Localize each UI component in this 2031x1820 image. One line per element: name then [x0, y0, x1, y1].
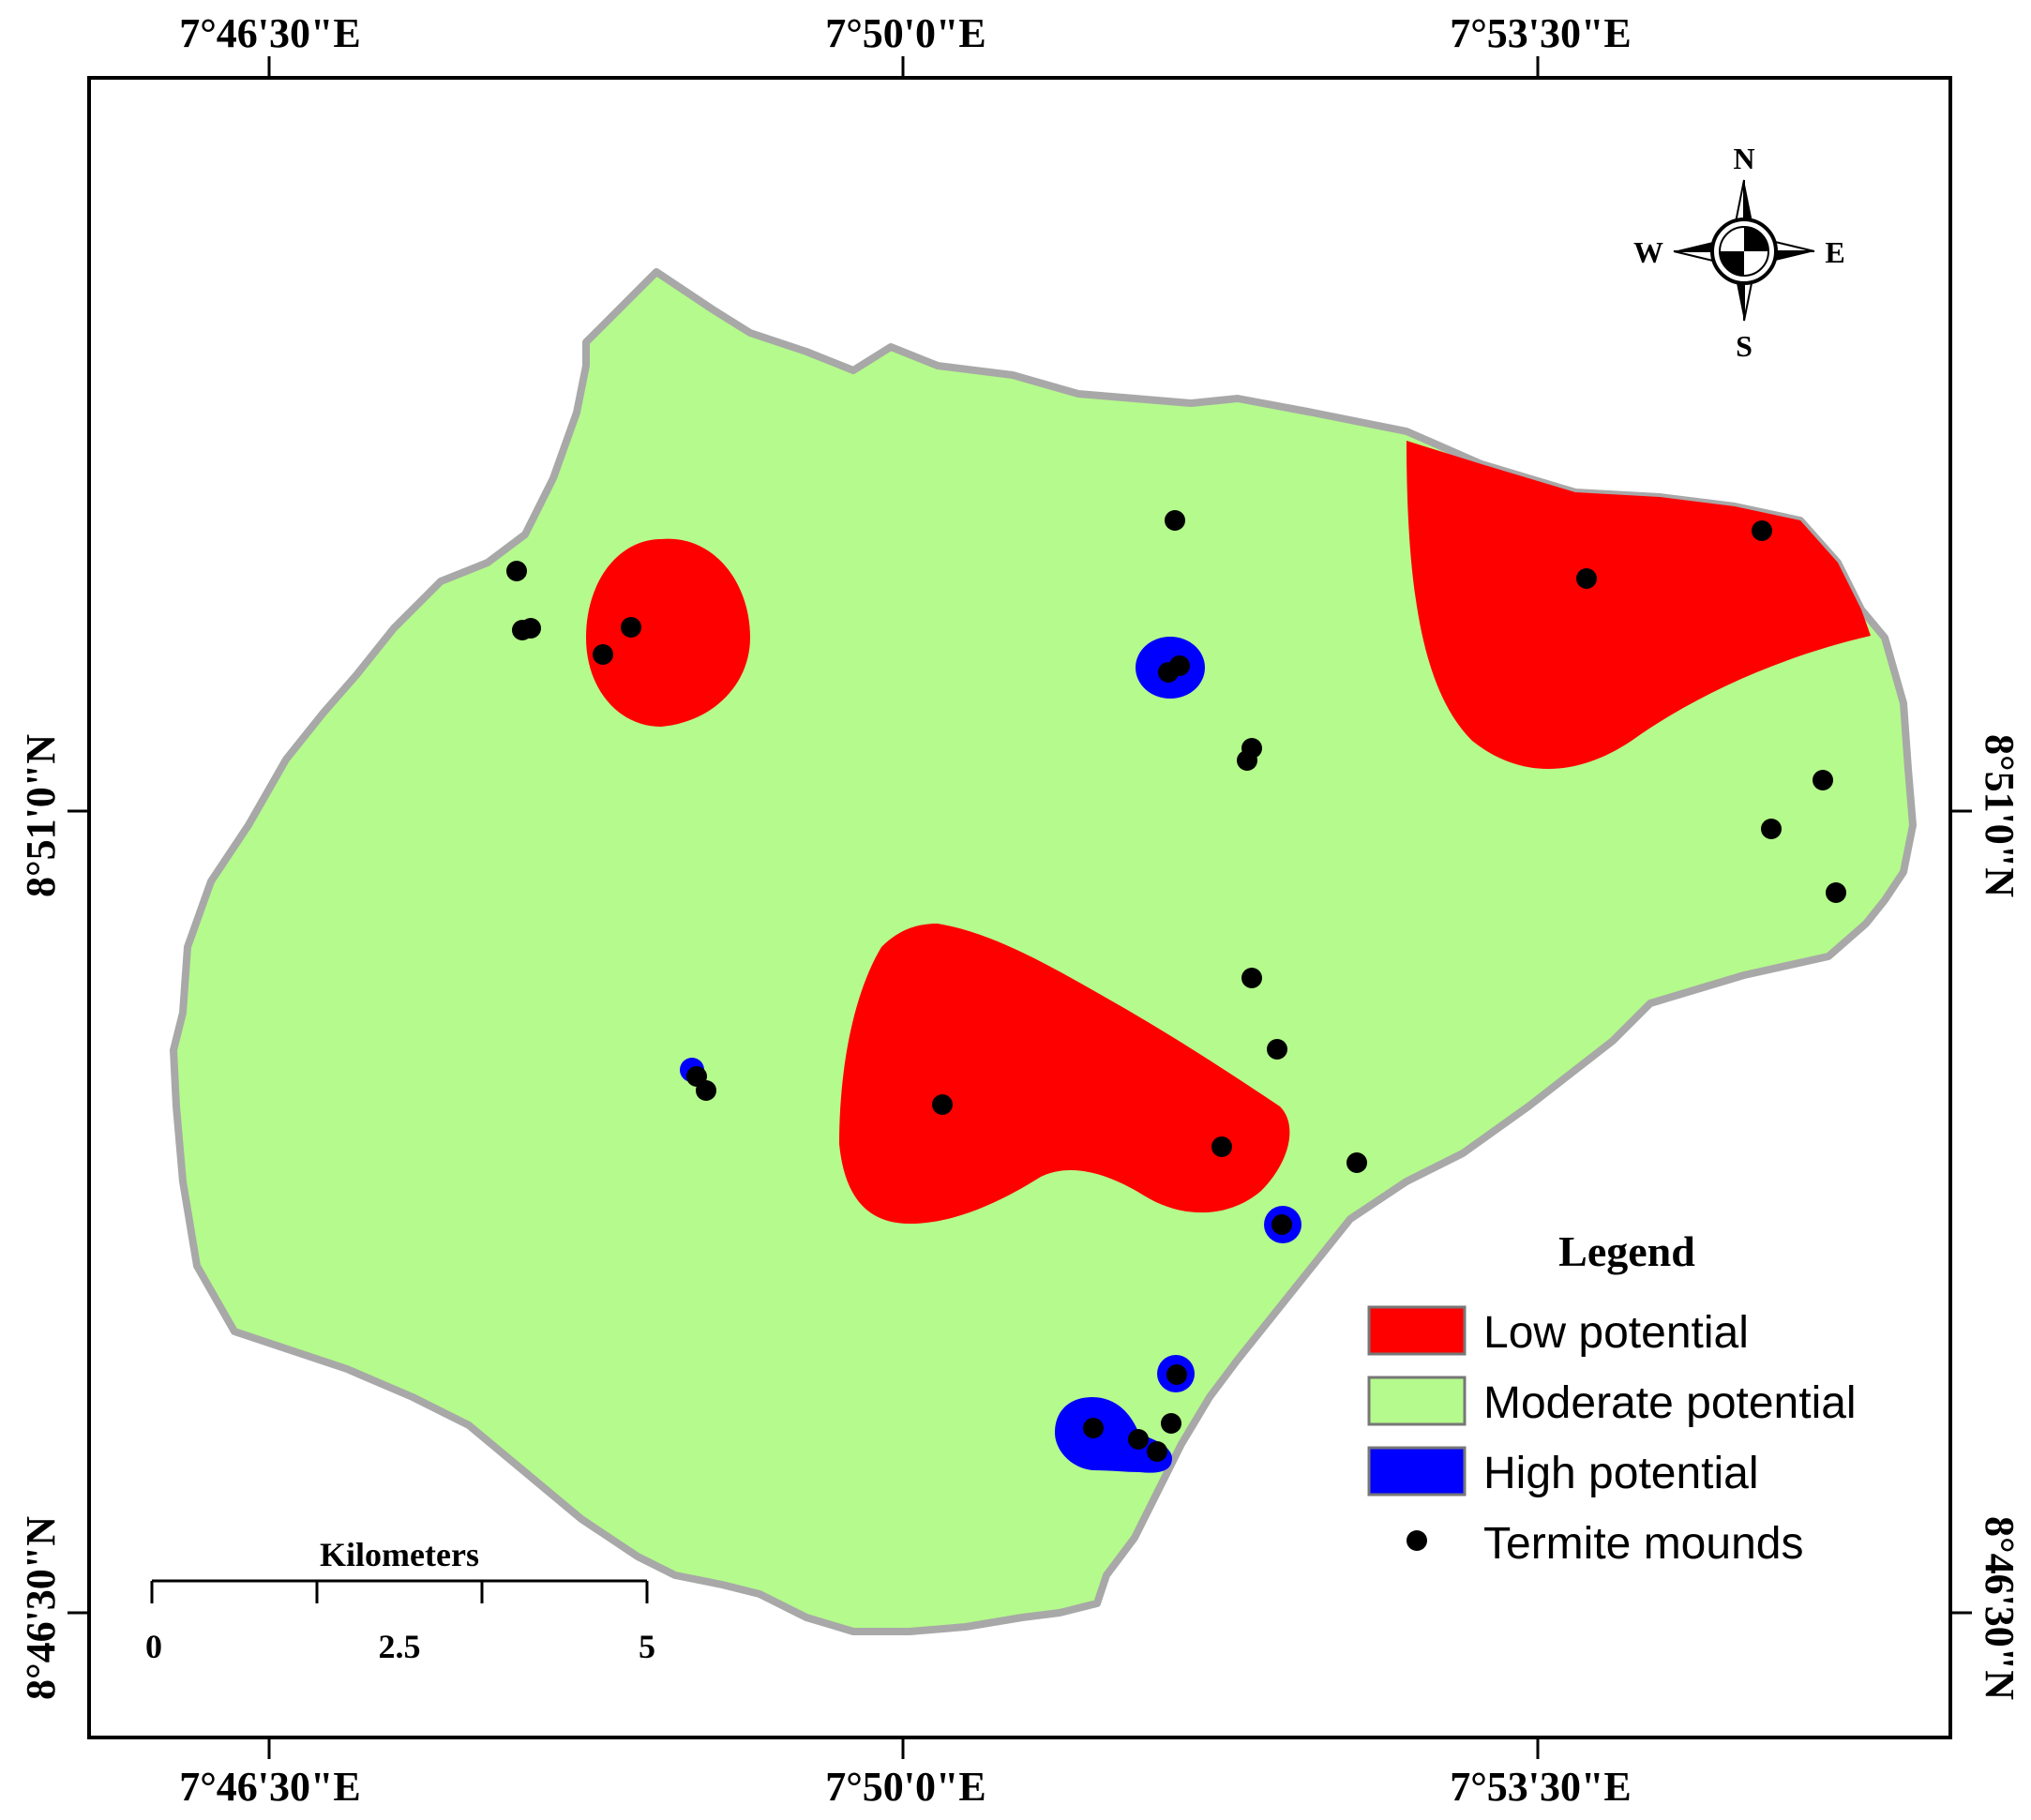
termite-mound [1576, 568, 1597, 589]
legend-label-high: High potential [1483, 1449, 1759, 1498]
left-label-1: 8°51'0"N [18, 734, 64, 897]
termite-mound [1161, 1413, 1181, 1434]
termite-mound [593, 644, 613, 665]
bottom-label-1: 7°46'30"E [179, 1764, 361, 1810]
right-label-1: 8°51'0"N [1977, 734, 2023, 897]
termite-mound [621, 617, 641, 638]
termite-mound [520, 618, 541, 639]
scale-tick-label: 5 [639, 1628, 655, 1665]
termite-mound [1169, 655, 1190, 676]
legend-title: Legend [1558, 1227, 1695, 1275]
low-potential-zone-northeast [1407, 441, 1871, 769]
bottom-label-3: 7°53'30"E [1450, 1764, 1632, 1810]
termite-mound [1083, 1418, 1104, 1438]
legend-label-mounds: Termite mounds [1483, 1519, 1803, 1569]
scale-title: Kilometers [320, 1536, 479, 1573]
compass-w-label: W [1633, 235, 1663, 269]
termite-mound [1147, 1441, 1167, 1462]
termite-mound [932, 1094, 953, 1115]
bottom-label-2: 7°50'0"E [825, 1764, 986, 1810]
low-potential-zone-central [839, 924, 1290, 1224]
high-potential-zone-south-large [1055, 1397, 1172, 1473]
top-label-3: 7°53'30"E [1450, 10, 1632, 56]
legend-swatch-moderate [1367, 1376, 1467, 1426]
termite-mound [1271, 1214, 1292, 1235]
scale-bar [150, 1579, 649, 1603]
top-label-1: 7°46'30"E [179, 10, 361, 56]
termite-mound [1761, 819, 1782, 839]
legend-dot-mound [1407, 1530, 1427, 1551]
termite-mounds [506, 510, 1846, 1462]
scale-tick-label: 2.5 [379, 1628, 421, 1665]
termite-mound [1346, 1152, 1367, 1173]
scale-tick-label: 0 [145, 1628, 162, 1665]
termite-mound [1267, 1039, 1287, 1060]
top-label-2: 7°50'0"E [825, 10, 986, 56]
left-label-2: 8°46'30"N [18, 1516, 64, 1700]
termite-mound [506, 561, 527, 581]
compass-n-label: N [1733, 142, 1754, 175]
legend-label-low: Low potential [1483, 1308, 1749, 1358]
legend-swatch-high [1367, 1446, 1467, 1497]
termite-mound [1211, 1136, 1232, 1157]
termite-mound [1826, 882, 1846, 903]
termite-mound [1241, 968, 1262, 988]
right-label-2: 8°46'30"N [1977, 1516, 2023, 1700]
termite-mound [1752, 520, 1772, 541]
graticule-ticks [68, 56, 1972, 1759]
low-potential-zone-northwest [586, 538, 750, 727]
legend: Legend Low potential Moderate potential … [1367, 1227, 1857, 1569]
termite-mound [1813, 770, 1833, 790]
legend-label-moderate: Moderate potential [1483, 1378, 1857, 1428]
north-arrow-icon [1673, 179, 1815, 322]
termite-mound [1165, 510, 1185, 531]
compass-e-label: E [1825, 235, 1844, 269]
legend-swatch-low [1367, 1305, 1467, 1356]
compass-s-label: S [1736, 329, 1753, 363]
termite-mound [1128, 1429, 1149, 1450]
termite-mound [1166, 1364, 1187, 1385]
termite-mound [1237, 750, 1257, 771]
termite-mound [696, 1080, 716, 1101]
